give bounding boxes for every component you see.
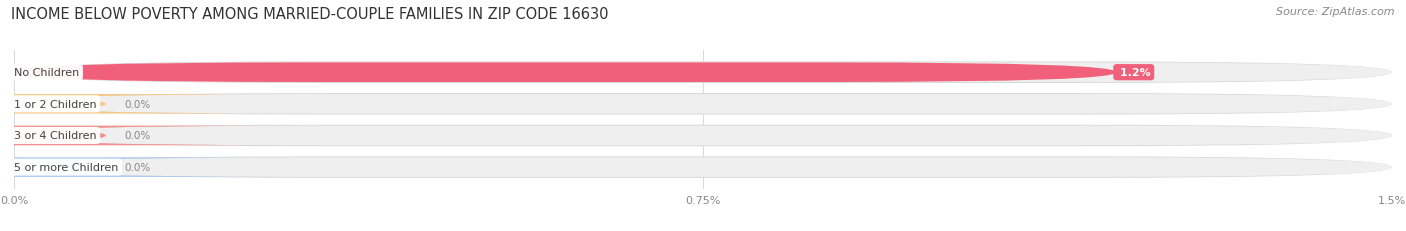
Text: Source: ZipAtlas.com: Source: ZipAtlas.com	[1277, 7, 1395, 17]
Text: 0.0%: 0.0%	[124, 99, 150, 109]
Text: 5 or more Children: 5 or more Children	[14, 162, 118, 172]
FancyBboxPatch shape	[14, 94, 1392, 115]
FancyBboxPatch shape	[14, 95, 1392, 114]
Text: 0.0%: 0.0%	[124, 131, 150, 141]
FancyBboxPatch shape	[0, 95, 299, 114]
FancyBboxPatch shape	[14, 157, 1392, 178]
Text: 0.0%: 0.0%	[124, 162, 150, 172]
FancyBboxPatch shape	[14, 126, 1392, 146]
FancyBboxPatch shape	[14, 62, 1392, 84]
FancyBboxPatch shape	[0, 126, 299, 146]
FancyBboxPatch shape	[0, 158, 299, 177]
FancyBboxPatch shape	[14, 63, 1116, 83]
Text: 3 or 4 Children: 3 or 4 Children	[14, 131, 97, 141]
FancyBboxPatch shape	[14, 125, 1392, 147]
Text: No Children: No Children	[14, 68, 79, 78]
FancyBboxPatch shape	[14, 158, 1392, 177]
Text: 1 or 2 Children: 1 or 2 Children	[14, 99, 97, 109]
Text: INCOME BELOW POVERTY AMONG MARRIED-COUPLE FAMILIES IN ZIP CODE 16630: INCOME BELOW POVERTY AMONG MARRIED-COUPL…	[11, 7, 609, 22]
FancyBboxPatch shape	[14, 63, 1392, 83]
Text: 1.2%: 1.2%	[1116, 68, 1152, 78]
